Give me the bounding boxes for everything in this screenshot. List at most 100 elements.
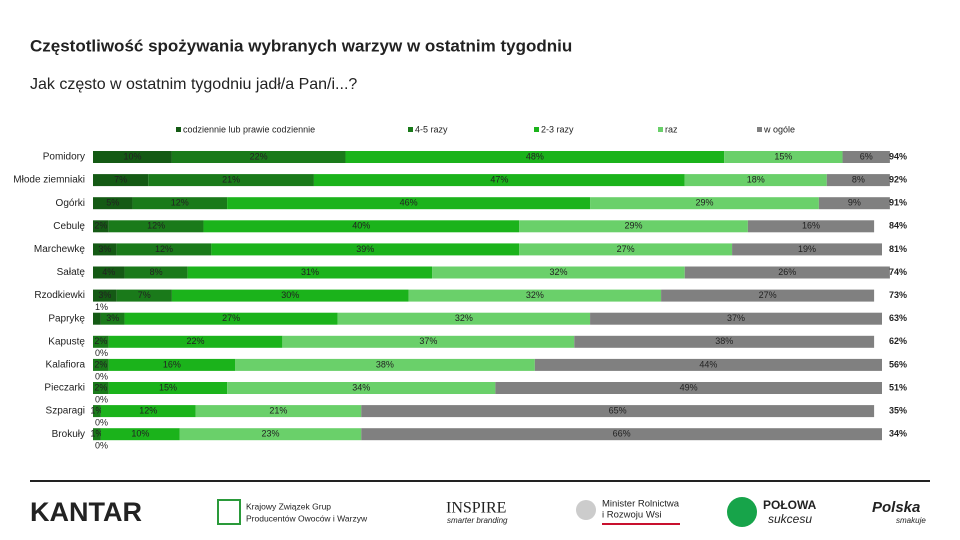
- data-label: 1%: [95, 302, 108, 312]
- bar-segment: [684, 266, 890, 279]
- bar-segment: [108, 358, 236, 371]
- legend-swatch: [757, 127, 762, 132]
- legend-label: codziennie lub prawie codziennie: [183, 124, 315, 134]
- data-label: 30%: [281, 290, 299, 300]
- y-tick-label: Kalafiora: [46, 360, 86, 371]
- bar-segment: [211, 243, 520, 256]
- data-label: 27%: [617, 244, 635, 254]
- logo-eagle: [576, 500, 596, 520]
- bar-segment: [432, 266, 685, 279]
- data-label: 2%: [94, 221, 107, 231]
- data-label: 21%: [269, 405, 287, 415]
- logo-inspire: INSPIRE: [446, 500, 506, 517]
- bar-segment: [100, 405, 196, 418]
- data-label: 48%: [526, 151, 544, 161]
- y-tick-label: Sałatę: [57, 267, 86, 278]
- data-label: 29%: [695, 198, 713, 208]
- data-label: 2%: [94, 359, 107, 369]
- bar-segment: [590, 312, 882, 325]
- data-label: 7%: [114, 174, 127, 184]
- y-tick-label: Ogórki: [56, 198, 85, 209]
- bar-segment: [684, 174, 827, 187]
- bar-segment: [227, 382, 496, 394]
- data-label: 15%: [159, 382, 177, 392]
- data-label: 19%: [798, 244, 816, 254]
- bar-segment: [108, 335, 283, 348]
- bar-segment: [337, 312, 591, 325]
- y-tick-label: Cebulę: [53, 221, 85, 232]
- bar-segment: [195, 405, 362, 418]
- bar-segment: [93, 197, 133, 210]
- data-label: 38%: [376, 359, 394, 369]
- logo-polowa-icon: [727, 497, 757, 527]
- logo-inspire-sub: smarter branding: [447, 516, 508, 525]
- bar-segment: [313, 174, 685, 187]
- bar-segment: [826, 174, 890, 187]
- bar-segment: [495, 382, 882, 394]
- logo-polska: Polska: [872, 499, 920, 516]
- data-label: 39%: [356, 244, 374, 254]
- bar-segment: [124, 312, 338, 325]
- data-label: 8%: [852, 174, 865, 184]
- bar-segment: [361, 428, 882, 441]
- bar-segment: [574, 335, 875, 348]
- bar-segment: [116, 289, 172, 302]
- total-label: 56%: [889, 359, 907, 369]
- total-label: 34%: [889, 429, 907, 439]
- data-label: 6%: [860, 151, 873, 161]
- data-label: 31%: [301, 267, 319, 277]
- y-tick-label: Młode ziemniaki: [13, 175, 85, 186]
- bar-segment: [132, 197, 228, 210]
- bar-segment: [93, 174, 149, 187]
- legend-label: 4-5 razy: [415, 124, 448, 134]
- total-label: 35%: [889, 405, 907, 415]
- data-label: 3%: [106, 313, 119, 323]
- data-label: 4%: [102, 267, 115, 277]
- bar-segment: [93, 428, 101, 441]
- bar-segment: [93, 312, 101, 325]
- data-label: 32%: [455, 313, 473, 323]
- data-label: 23%: [262, 429, 280, 439]
- logo-ministry: Minister Rolnictwa: [602, 499, 680, 510]
- bar-segment: [179, 428, 362, 441]
- bar-segment: [108, 382, 228, 394]
- legend-label: w ogóle: [763, 124, 795, 134]
- bar-segment: [93, 358, 109, 371]
- logo-kzg: Krajowy Związek Grup: [246, 501, 331, 511]
- y-tick-label: Pomidory: [43, 152, 85, 163]
- bar-segment: [100, 312, 125, 325]
- data-label: 1%: [90, 405, 103, 415]
- logo-polowa: POŁOWA: [763, 498, 817, 512]
- bar-segment: [519, 243, 733, 256]
- legend-label: 2-3 razy: [541, 124, 574, 134]
- data-label: 12%: [171, 198, 189, 208]
- data-label: 10%: [123, 151, 141, 161]
- bar-segment: [818, 197, 890, 210]
- logo-kantar: KANTAR: [30, 497, 142, 527]
- data-label: 0%: [95, 417, 108, 427]
- legend-swatch: [176, 127, 181, 132]
- data-label: 12%: [147, 221, 165, 231]
- data-label: 66%: [613, 429, 631, 439]
- bar-segment: [171, 289, 409, 302]
- bar-segment: [93, 382, 109, 394]
- total-label: 62%: [889, 336, 907, 346]
- bar-segment: [93, 220, 109, 233]
- data-label: 8%: [150, 267, 163, 277]
- bar-segment: [171, 151, 346, 163]
- y-tick-label: Marchewkę: [34, 244, 86, 255]
- data-label: 3%: [98, 244, 111, 254]
- bar-segment: [93, 289, 117, 302]
- bar-segment: [93, 243, 117, 256]
- logo-polowa-sub: sukcesu: [768, 512, 812, 526]
- footer-logos: KANTAR Krajowy Związek Grup Producentów …: [30, 497, 926, 527]
- y-tick-label: Rzodkiewki: [34, 290, 85, 301]
- data-label: 2%: [94, 336, 107, 346]
- data-label: 12%: [155, 244, 173, 254]
- legend-swatch: [408, 127, 413, 132]
- bar-segment: [124, 266, 188, 279]
- bar-segment: [227, 197, 591, 210]
- y-tick-label: Kapustę: [48, 336, 85, 347]
- legend-swatch: [534, 127, 539, 132]
- bar-segment: [235, 358, 535, 371]
